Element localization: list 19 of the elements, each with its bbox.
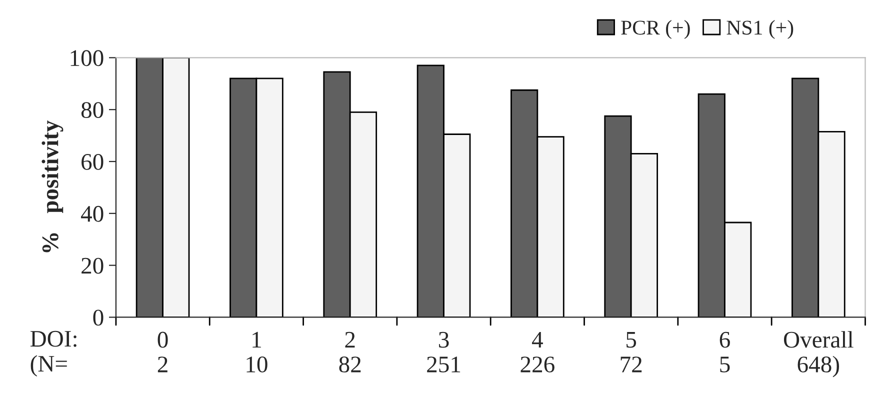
legend-label: PCR (+) — [621, 20, 690, 39]
y-tick-label: 60 — [82, 154, 104, 170]
y-axis-title: % positivity — [42, 120, 64, 252]
text: (N= — [30, 355, 67, 377]
y-tick-label: 0 — [93, 310, 104, 326]
x-tick-label: 1 10 — [246, 332, 268, 372]
y-tick-label: 100 — [70, 50, 104, 66]
legend-label: NS1 (+) — [726, 20, 794, 39]
y-tick-label: 20 — [82, 258, 104, 274]
x-tick-label: 0 2 — [158, 332, 168, 372]
x-tick-label: 5 72 — [620, 332, 642, 372]
text: DOI: — [30, 330, 76, 347]
x-tick-label: Overall 648) — [784, 331, 854, 378]
y-tick-label: 40 — [81, 206, 104, 222]
x-tick-label: 3 251 — [427, 332, 460, 372]
x-tick-label: 4 226 — [520, 332, 554, 372]
x-tick-label: 2 82 — [339, 332, 361, 372]
y-tick-label: 80 — [81, 102, 104, 118]
x-tick-label: 6 5 — [720, 332, 730, 372]
